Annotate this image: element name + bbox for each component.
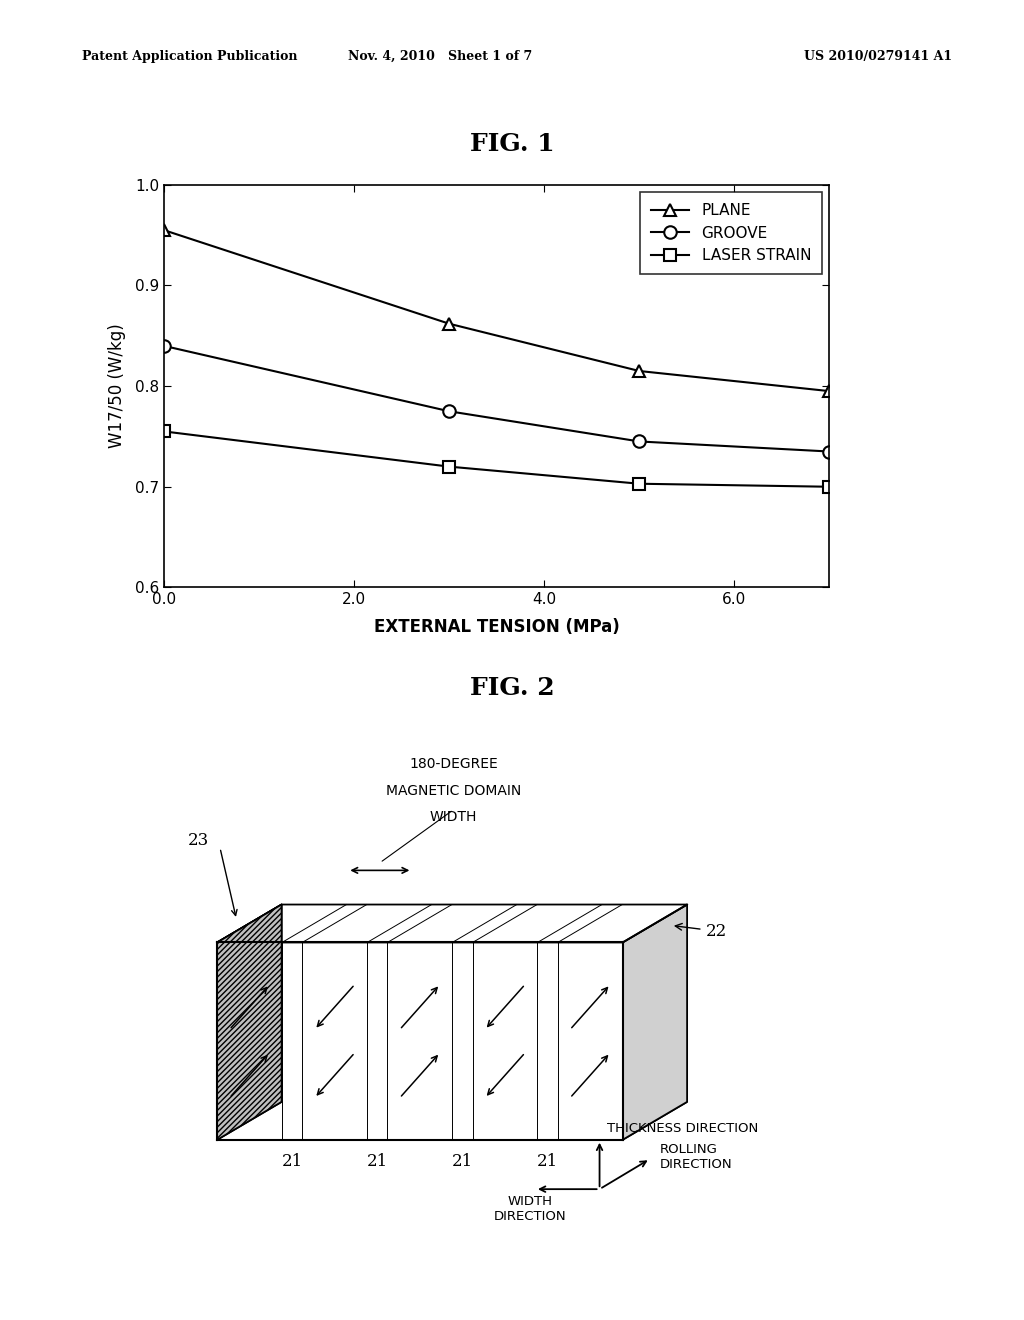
Text: Patent Application Publication: Patent Application Publication (82, 50, 297, 63)
Text: 21: 21 (367, 1154, 388, 1171)
Text: 21: 21 (452, 1154, 473, 1171)
Text: 21: 21 (537, 1154, 558, 1171)
Text: WIDTH: WIDTH (430, 810, 477, 824)
Polygon shape (302, 942, 368, 1139)
Text: FIG. 1: FIG. 1 (470, 132, 554, 156)
Polygon shape (623, 904, 687, 1139)
Polygon shape (282, 942, 302, 1139)
Polygon shape (368, 942, 387, 1139)
Legend: PLANE, GROOVE, LASER STRAIN: PLANE, GROOVE, LASER STRAIN (640, 193, 822, 275)
Polygon shape (538, 942, 558, 1139)
Text: 22: 22 (675, 923, 727, 940)
Polygon shape (217, 904, 687, 942)
Text: WIDTH
DIRECTION: WIDTH DIRECTION (495, 1195, 566, 1224)
X-axis label: EXTERNAL TENSION (MPa): EXTERNAL TENSION (MPa) (374, 618, 620, 636)
Polygon shape (387, 942, 453, 1139)
Polygon shape (217, 1102, 687, 1139)
Text: 23: 23 (187, 832, 209, 849)
Text: US 2010/0279141 A1: US 2010/0279141 A1 (804, 50, 952, 63)
Text: 21: 21 (282, 1154, 303, 1171)
Polygon shape (217, 904, 282, 1139)
Polygon shape (217, 942, 282, 1139)
Text: ROLLING
DIRECTION: ROLLING DIRECTION (659, 1143, 732, 1171)
Polygon shape (472, 942, 538, 1139)
Text: THICKNESS DIRECTION: THICKNESS DIRECTION (607, 1122, 758, 1134)
Y-axis label: W17/50 (W/kg): W17/50 (W/kg) (109, 323, 126, 449)
Polygon shape (453, 942, 472, 1139)
Polygon shape (558, 942, 623, 1139)
Text: MAGNETIC DOMAIN: MAGNETIC DOMAIN (386, 784, 521, 797)
Text: Nov. 4, 2010   Sheet 1 of 7: Nov. 4, 2010 Sheet 1 of 7 (348, 50, 532, 63)
Text: 180-DEGREE: 180-DEGREE (410, 758, 498, 771)
Polygon shape (217, 904, 282, 1139)
Text: FIG. 2: FIG. 2 (470, 676, 554, 700)
